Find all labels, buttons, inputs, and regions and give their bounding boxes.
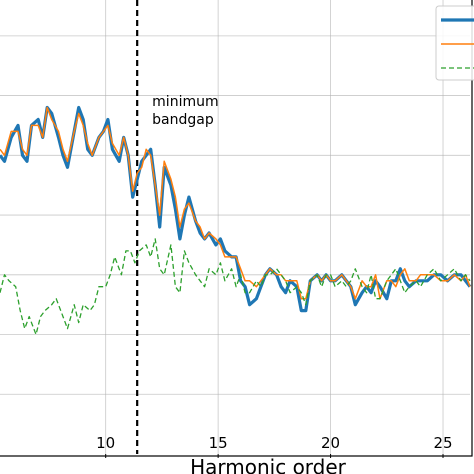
x-tick-label: 15 [209,434,228,452]
plot-frame [0,0,473,457]
series-line-3 [0,238,471,336]
x-tick-labels: 10 15 20 25 [96,434,453,458]
x-axis-label: Harmonic order [190,455,347,474]
legend [435,5,474,81]
legend-box [435,5,474,81]
bandgap-annotation: minimum bandgap [152,94,218,128]
grid-lines [0,0,470,454]
series-layer [0,105,472,336]
annotation-line-1: minimum [152,94,218,110]
x-tick-label: 20 [321,434,340,452]
x-tick-label: 10 [96,434,115,452]
x-tick-label: 25 [433,434,452,452]
annotation-line-2: bandgap [152,112,214,128]
